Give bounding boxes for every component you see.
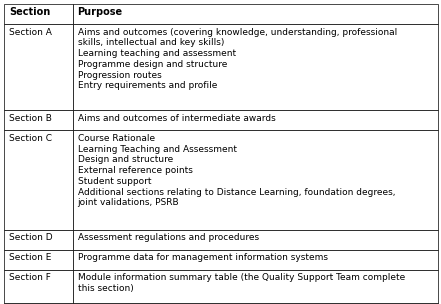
Bar	[73, 230, 438, 250]
Text: Assessment regulations and procedures: Assessment regulations and procedures	[78, 233, 259, 242]
Bar	[73, 303, 438, 304]
Bar	[73, 4, 438, 24]
Text: Section D: Section D	[9, 233, 52, 242]
Text: Purpose: Purpose	[78, 8, 123, 17]
Bar	[4, 4, 73, 24]
Bar	[73, 130, 438, 230]
Text: Section E: Section E	[9, 253, 51, 262]
Text: Section C: Section C	[9, 134, 52, 143]
Bar	[4, 270, 73, 303]
Bar	[4, 110, 73, 130]
Text: Section A: Section A	[9, 28, 52, 36]
Bar	[4, 130, 73, 230]
Text: Section B: Section B	[9, 114, 52, 123]
Bar	[73, 270, 438, 303]
Text: Section: Section	[9, 8, 50, 17]
Bar	[4, 230, 73, 250]
Bar	[4, 24, 73, 110]
Text: Course Rationale
Learning Teaching and Assessment
Design and structure
External : Course Rationale Learning Teaching and A…	[78, 134, 395, 207]
Bar	[73, 24, 438, 110]
Bar	[4, 303, 73, 304]
Bar	[73, 250, 438, 270]
Text: Section F: Section F	[9, 273, 51, 282]
Text: Aims and outcomes (covering knowledge, understanding, professional
skills, intel: Aims and outcomes (covering knowledge, u…	[78, 28, 397, 90]
Text: Programme data for management information systems: Programme data for management informatio…	[78, 253, 328, 262]
Text: Aims and outcomes of intermediate awards: Aims and outcomes of intermediate awards	[78, 114, 275, 123]
Bar	[73, 110, 438, 130]
Text: Module information summary table (the Quality Support Team complete
this section: Module information summary table (the Qu…	[78, 273, 405, 293]
Bar	[4, 250, 73, 270]
